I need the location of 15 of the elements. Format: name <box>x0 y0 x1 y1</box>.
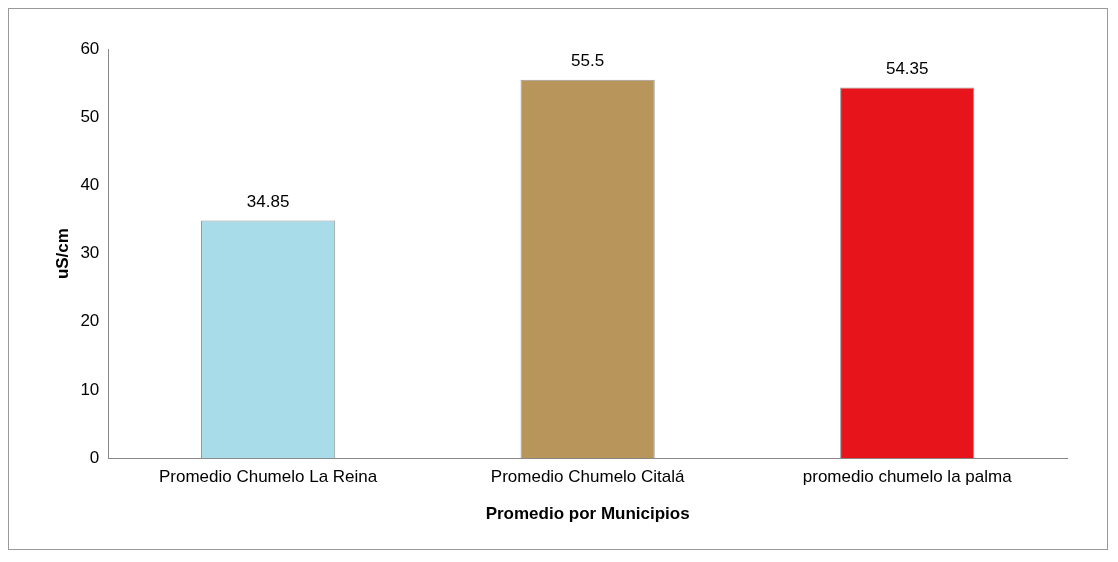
y-tick-label: 20 <box>80 311 100 331</box>
y-tick-label: 50 <box>80 106 100 126</box>
data-label: 54.35 <box>885 58 929 78</box>
data-label: 34.85 <box>246 191 290 211</box>
y-tick-label: 30 <box>80 243 100 263</box>
y-tick-label: 10 <box>80 379 100 399</box>
y-axis-title: uS/cm <box>52 228 72 280</box>
y-tick-label: 40 <box>80 175 100 195</box>
x-tick-label: promedio chumelo la palma <box>802 467 1013 487</box>
x-tick-label: Promedio Chumelo Citalá <box>490 467 686 487</box>
x-tick-label: Promedio Chumelo La Reina <box>158 467 378 487</box>
y-tick-label: 0 <box>89 447 100 467</box>
y-tick-label: 60 <box>80 38 100 58</box>
data-label: 55.5 <box>571 50 605 70</box>
x-axis-title: Promedio por Municipios <box>485 504 690 524</box>
